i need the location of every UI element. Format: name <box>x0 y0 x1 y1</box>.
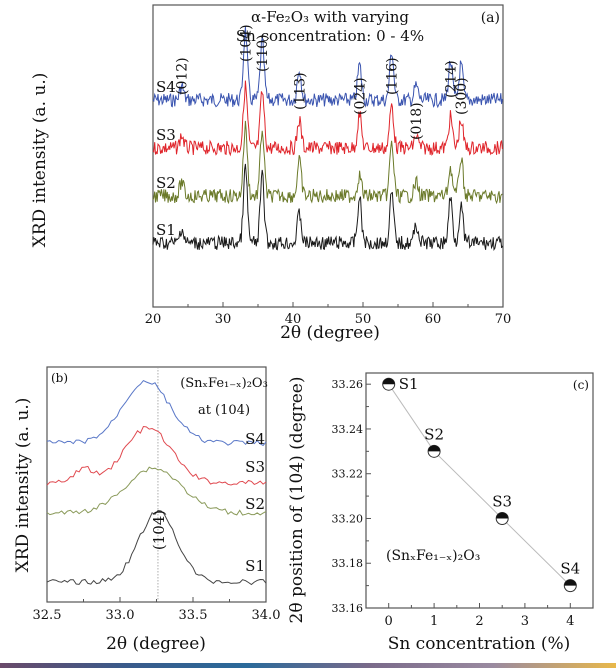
panel-a-peak-label: (116) <box>385 57 401 95</box>
panel-c-label: (c) <box>573 378 589 392</box>
panel-b-series-s2 <box>46 466 267 516</box>
panel-a-series-label-s3: S3 <box>156 126 176 144</box>
panel-b-xtick-label: 33.0 <box>106 608 135 623</box>
panel-a-peak-label: (110) <box>255 34 271 72</box>
panel-c-xtick-label: 2 <box>475 614 483 629</box>
panel-b-series-s3 <box>46 425 267 486</box>
panel-a: α-Fe₂O₃ with varying Sn concentration: 0… <box>30 4 512 343</box>
panel-c-xlabel: Sn concentration (%) <box>388 634 571 654</box>
panel-c-point-label-s1: S1 <box>399 375 419 393</box>
panel-c-ylabel: 2θ position of (104) (degree) <box>287 377 307 624</box>
panel-a-title-line1: α-Fe₂O₃ with varying <box>251 8 409 26</box>
panel-c-ytick-label: 33.18 <box>332 557 364 570</box>
panel-a-frame <box>152 4 504 308</box>
panel-b-annotation-line2: at (104) <box>198 403 250 418</box>
panel-a-xtick-label: 50 <box>355 312 372 327</box>
panel-a-ylabel: XRD intensity (a. u.) <box>30 73 50 248</box>
panel-b-label: (b) <box>51 371 68 385</box>
panel-b: (b) (SnₓFe₁₋ₓ)₂O₃ at (104) 2θ (degree) X… <box>13 366 281 654</box>
panel-a-series-label-s4: S4 <box>156 78 176 96</box>
panel-a-series-label-s1: S1 <box>156 221 176 239</box>
panel-a-peak-label: (024) <box>353 77 369 115</box>
panel-b-peak-label: (104) <box>150 510 168 550</box>
panel-c-point-s1 <box>382 377 396 391</box>
panel-c-xtick-label: 0 <box>385 614 393 629</box>
panel-b-series-label-s3: S3 <box>245 458 265 476</box>
panel-a-xlabel: 2θ (degree) <box>280 323 380 343</box>
panel-a-peak-label: (012) <box>175 57 191 95</box>
panel-c-point-label-s4: S4 <box>560 560 580 578</box>
panel-c-annotation: (SnₓFe₁₋ₓ)₂O₃ <box>386 548 480 564</box>
panel-c-ytick-label: 33.26 <box>332 378 364 391</box>
panel-c-point-label-s3: S3 <box>492 492 512 510</box>
panel-c-trend-line <box>388 383 571 586</box>
panel-b-ylabel: XRD intensity (a. u.) <box>13 398 33 573</box>
panel-a-title-line2: Sn concentration: 0 - 4% <box>236 27 424 45</box>
panel-b-series-label-s1: S1 <box>245 557 265 575</box>
panel-c-ytick-label: 33.22 <box>332 468 364 481</box>
panel-c-xtick-label: 1 <box>430 614 438 629</box>
panel-b-annotation-line1: (SnₓFe₁₋ₓ)₂O₃ <box>180 376 268 391</box>
panel-c-frame <box>365 372 594 609</box>
point-marker-half <box>564 579 577 586</box>
panel-b-xtick-label: 33.5 <box>179 608 208 623</box>
panel-c-ytick-label: 33.24 <box>332 423 364 436</box>
panel-a-series-s3 <box>152 80 503 157</box>
panel-c-point-s4 <box>563 579 577 593</box>
panel-c-point-s3 <box>495 511 509 525</box>
panel-b-series-label-s2: S2 <box>245 495 265 513</box>
panel-a-xtick-label: 30 <box>215 312 232 327</box>
panel-a-peak-label: (113) <box>292 72 308 110</box>
point-marker-half <box>382 378 395 385</box>
point-marker-half <box>496 512 509 519</box>
panel-c-ytick-label: 33.20 <box>332 512 364 525</box>
panel-a-peak-label: (018) <box>409 102 425 140</box>
panel-a-xtick-label: 70 <box>495 312 512 327</box>
panel-a-peak-label: (104) <box>238 24 254 62</box>
panel-a-series-s1 <box>152 163 503 251</box>
panel-a-xtick-label: 40 <box>285 312 302 327</box>
panel-b-xlabel: 2θ (degree) <box>106 634 206 654</box>
panel-a-series-label-s2: S2 <box>156 174 176 192</box>
panel-a-peak-label: (214) <box>444 60 460 98</box>
panel-c-xtick-label: 3 <box>521 614 529 629</box>
panel-a-xtick-label: 60 <box>425 312 442 327</box>
panel-c: (c) (SnₓFe₁₋ₓ)₂O₃ Sn concentration (%) 2… <box>287 372 594 654</box>
panel-a-series-s2 <box>152 120 503 205</box>
panel-b-series-label-s4: S4 <box>245 430 265 448</box>
panel-a-peak-label: (300) <box>454 77 470 115</box>
bottom-color-bar <box>0 663 616 668</box>
panel-a-xtick-label: 20 <box>145 312 162 327</box>
panel-b-series-s1 <box>46 509 267 586</box>
panel-b-xtick-label: 32.5 <box>33 608 62 623</box>
panel-a-label: (a) <box>481 10 500 26</box>
panel-c-point-label-s2: S2 <box>424 425 444 443</box>
panel-c-point-s2 <box>427 444 441 458</box>
panel-b-series-s4 <box>46 379 267 447</box>
panel-a-series-s4 <box>152 26 503 109</box>
point-marker-half <box>428 445 441 452</box>
panel-c-ytick-label: 33.16 <box>332 602 364 615</box>
panel-c-xtick-label: 4 <box>566 614 574 629</box>
panel-b-xtick-label: 34.0 <box>252 608 281 623</box>
